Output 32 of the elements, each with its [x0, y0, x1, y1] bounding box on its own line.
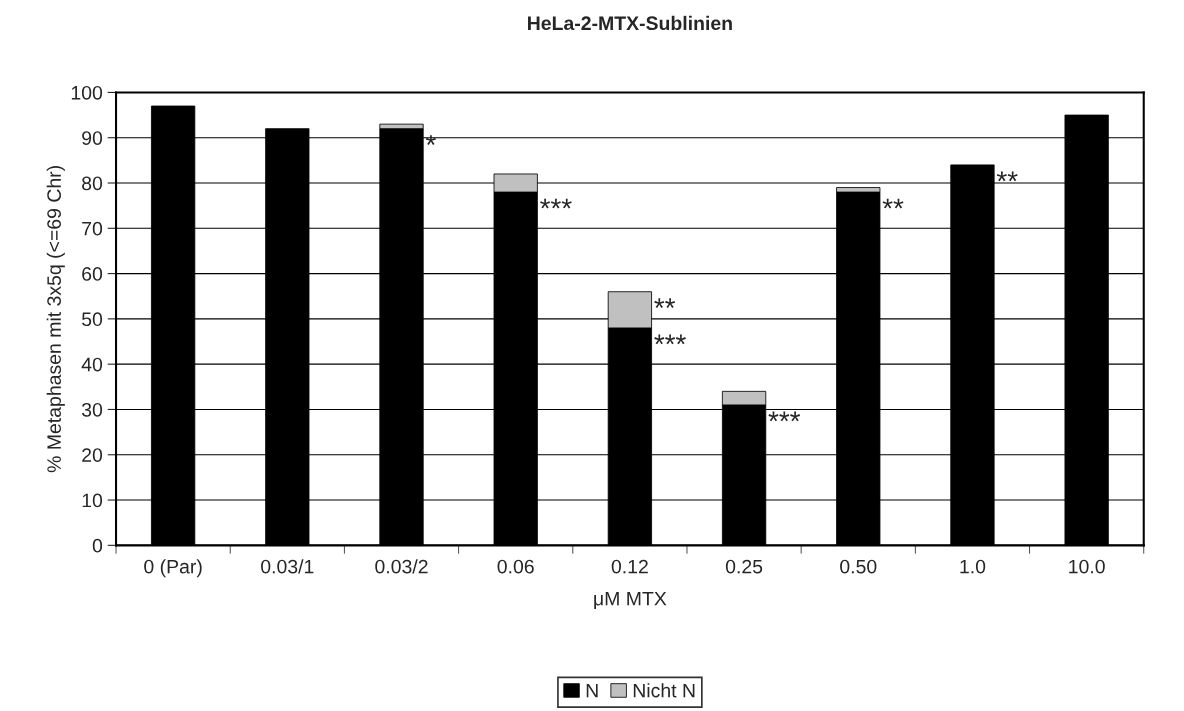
y-tick-label: 30 — [81, 402, 103, 417]
x-tick-label: 0.25 — [725, 559, 763, 574]
x-tick-label: 10.0 — [1069, 559, 1105, 574]
y-tick-label: 10 — [82, 493, 103, 508]
y-tick-label: 0 — [92, 538, 103, 553]
y-tick-label: 20 — [82, 448, 103, 462]
x-axis-title: μM MTX — [594, 591, 667, 610]
x-tick-label: 0.12 — [611, 559, 648, 574]
annotation: ** — [996, 171, 1018, 182]
annotation: * — [425, 135, 436, 145]
annotation: *** — [654, 334, 686, 345]
x-tick-label: 1.0 — [960, 559, 986, 574]
y-axis-title: % Metaphasen mit 3x5q (<=69 Chr) — [46, 166, 65, 473]
annotation: *** — [540, 198, 572, 209]
x-tick-label: 0.50 — [840, 559, 877, 574]
annotation: ** — [654, 298, 676, 309]
annotation: *** — [768, 411, 801, 422]
x-tick-label: 0.06 — [497, 559, 534, 574]
y-tick-label: 60 — [82, 267, 103, 281]
legend-label: N — [586, 683, 598, 698]
legend-label: Nicht N — [633, 683, 695, 698]
x-tick-label: 0.03/2 — [375, 559, 428, 574]
y-tick-label: 40 — [81, 357, 103, 372]
x-tick-label: 0.03/1 — [261, 559, 314, 574]
y-tick-label: 70 — [82, 221, 103, 236]
y-tick-label: 100 — [71, 85, 103, 100]
x-tick-label: 0 (Par) — [144, 559, 202, 578]
chart-title: HeLa-2-MTX-Sublinien — [528, 15, 732, 31]
annotation: ** — [882, 198, 904, 209]
y-tick-label: 80 — [82, 176, 103, 191]
y-tick-label: 50 — [81, 312, 103, 327]
y-tick-label: 90 — [82, 131, 103, 145]
